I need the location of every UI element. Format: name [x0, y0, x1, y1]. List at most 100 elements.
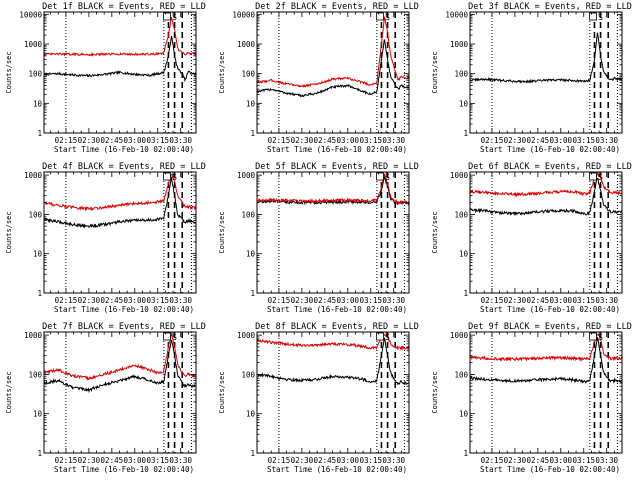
chart-title: Det 3f BLACK = Events, RED = LLD: [468, 2, 632, 12]
plot-area: [470, 332, 622, 453]
axes-frame: [469, 331, 623, 454]
marker-label: S: [172, 13, 177, 22]
x-axis-label: Start Time (16-Feb-10 02:00:40): [480, 145, 620, 154]
chart-title: Det 8f BLACK = Events, RED = LLD: [255, 322, 419, 332]
y-tick-label: 10: [459, 99, 469, 108]
x-tick-label: 02:15: [481, 296, 504, 305]
x-tick-label: 03:00: [550, 296, 573, 305]
axes-frame: [469, 171, 623, 294]
y-tick-label: 1000: [450, 40, 469, 49]
y-tick-label: 100: [454, 70, 468, 79]
y-tick-label: 10: [246, 99, 256, 108]
x-tick-label: 03:15: [572, 136, 595, 145]
x-tick-label: 02:45: [314, 136, 337, 145]
plot-area: [44, 12, 196, 133]
x-tick-label: 03:00: [124, 456, 147, 465]
y-tick-label: 1000: [450, 331, 469, 340]
y-tick-label: 100: [454, 370, 468, 379]
x-tick-label: 02:15: [481, 136, 504, 145]
x-tick-label: 02:45: [314, 456, 337, 465]
axes-frame: [43, 11, 197, 134]
y-tick-label: 1000: [237, 331, 256, 340]
x-tick-label: 03:00: [124, 296, 147, 305]
y-tick-label: 1: [250, 129, 255, 138]
y-tick-label: 10: [33, 410, 43, 419]
y-axis-label: Counts/sec: [5, 371, 13, 413]
series-line-lld: [44, 16, 196, 58]
y-tick-label: 1: [463, 129, 468, 138]
y-axis-label: Counts/sec: [218, 51, 226, 93]
series-line-events: [257, 337, 409, 386]
y-tick-label: 1000: [24, 331, 43, 340]
x-tick-label: 03:00: [337, 296, 360, 305]
marker-label: S: [598, 173, 603, 182]
y-axis-label: Counts/sec: [431, 371, 439, 413]
marker-box: [376, 332, 384, 341]
plot-area: [470, 12, 622, 133]
y-tick-label: 1: [250, 449, 255, 458]
y-axis-label: Counts/sec: [5, 51, 13, 93]
y-tick-label: 1000: [24, 171, 43, 180]
y-tick-label: 1000: [237, 40, 256, 49]
x-tick-label: 03:15: [146, 296, 169, 305]
y-tick-label: 1000: [24, 40, 43, 49]
x-tick-label: 03:00: [337, 136, 360, 145]
y-tick-label: 100: [241, 210, 255, 219]
series-line-events: [44, 339, 196, 394]
y-tick-label: 10: [246, 250, 256, 259]
x-tick-label: 03:30: [595, 296, 618, 305]
x-tick-label: 02:30: [504, 456, 527, 465]
marker-label: S: [385, 173, 390, 182]
marker-label: S: [172, 333, 177, 342]
x-tick-label: 03:30: [382, 456, 405, 465]
marker-box: [163, 172, 171, 181]
marker-label: S: [598, 333, 603, 342]
series-line-events: [44, 176, 196, 229]
x-tick-label: 03:00: [550, 136, 573, 145]
x-tick-label: 03:00: [337, 456, 360, 465]
y-tick-label: 10: [33, 99, 43, 108]
y-tick-label: 1: [37, 289, 42, 298]
x-axis-label: Start Time (16-Feb-10 02:00:40): [54, 305, 194, 314]
x-axis-label: Start Time (16-Feb-10 02:00:40): [54, 465, 194, 474]
axes-frame: [43, 171, 197, 294]
x-tick-label: 03:30: [382, 136, 405, 145]
y-tick-label: 100: [28, 70, 42, 79]
x-tick-label: 03:15: [359, 456, 382, 465]
marker-box: [589, 172, 597, 181]
x-tick-label: 02:30: [504, 136, 527, 145]
x-tick-label: 02:15: [268, 456, 291, 465]
chart-title: Det 9f BLACK = Events, RED = LLD: [468, 322, 632, 332]
y-tick-label: 10: [459, 410, 469, 419]
x-tick-label: 03:30: [169, 136, 192, 145]
x-tick-label: 02:15: [55, 136, 78, 145]
y-axis-label: Counts/sec: [218, 211, 226, 253]
x-tick-label: 03:30: [382, 296, 405, 305]
y-tick-label: 1000: [450, 171, 469, 180]
plot-area: [470, 172, 622, 293]
x-tick-label: 03:00: [550, 456, 573, 465]
x-tick-label: 02:30: [504, 296, 527, 305]
x-axis-label: Start Time (16-Feb-10 02:00:40): [267, 145, 407, 154]
y-axis-label: Counts/sec: [218, 371, 226, 413]
y-tick-label: 10: [459, 250, 469, 259]
y-tick-label: 10000: [19, 10, 42, 19]
x-tick-label: 02:30: [291, 296, 314, 305]
y-tick-label: 100: [241, 70, 255, 79]
y-tick-label: 1: [250, 289, 255, 298]
chart-title: Det 6f BLACK = Events, RED = LLD: [468, 162, 632, 172]
x-tick-label: 03:15: [359, 136, 382, 145]
y-tick-label: 10000: [232, 10, 255, 19]
series-line-events: [257, 39, 409, 98]
y-axis-label: Counts/sec: [431, 51, 439, 93]
y-tick-label: 10: [33, 250, 43, 259]
x-tick-label: 03:30: [169, 296, 192, 305]
x-tick-label: 02:45: [101, 456, 124, 465]
